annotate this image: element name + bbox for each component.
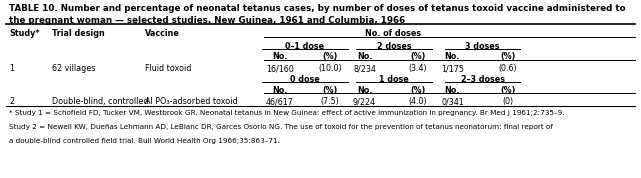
Text: 46/617: 46/617 bbox=[266, 97, 294, 106]
Text: No.: No. bbox=[357, 85, 372, 95]
Text: Fluid toxoid: Fluid toxoid bbox=[145, 64, 191, 73]
Text: Study*: Study* bbox=[9, 29, 40, 38]
Text: 1 dose: 1 dose bbox=[379, 75, 409, 84]
Text: (0.6): (0.6) bbox=[499, 64, 517, 73]
Text: Study 2 = Newell KW, Dueñas Lehmann AD, LeBlanc DR, Garces Osorio NG. The use of: Study 2 = Newell KW, Dueñas Lehmann AD, … bbox=[9, 124, 553, 130]
Text: 9/224: 9/224 bbox=[353, 97, 376, 106]
Text: 2 doses: 2 doses bbox=[377, 41, 412, 51]
Text: 16/160: 16/160 bbox=[266, 64, 294, 73]
Text: No.: No. bbox=[272, 52, 287, 61]
Text: 62 villages: 62 villages bbox=[52, 64, 95, 73]
Text: (3.4): (3.4) bbox=[408, 64, 427, 73]
Text: the pregnant woman — selected studies, New Guinea, 1961 and Columbia, 1966: the pregnant woman — selected studies, N… bbox=[9, 16, 405, 25]
Text: 1/175: 1/175 bbox=[441, 64, 464, 73]
Text: (10.0): (10.0) bbox=[318, 64, 342, 73]
Text: No.: No. bbox=[272, 85, 287, 95]
Text: (0): (0) bbox=[502, 97, 513, 106]
Text: Al PO₃-adsorbed toxoid: Al PO₃-adsorbed toxoid bbox=[145, 97, 237, 106]
Text: 0/341: 0/341 bbox=[441, 97, 464, 106]
Text: (%): (%) bbox=[410, 85, 426, 95]
Text: (%): (%) bbox=[500, 85, 515, 95]
Text: (%): (%) bbox=[500, 52, 515, 61]
Text: a double-blind controlled field trial. Bull World Health Org 1966;35:863–71.: a double-blind controlled field trial. B… bbox=[9, 138, 280, 144]
Text: (%): (%) bbox=[322, 85, 338, 95]
Text: 8/234: 8/234 bbox=[353, 64, 376, 73]
Text: (7.5): (7.5) bbox=[320, 97, 339, 106]
Text: Double-blind, controlled: Double-blind, controlled bbox=[52, 97, 148, 106]
Text: 3 doses: 3 doses bbox=[465, 41, 500, 51]
Text: No. of doses: No. of doses bbox=[365, 29, 420, 38]
Text: (4.0): (4.0) bbox=[408, 97, 427, 106]
Text: No.: No. bbox=[445, 52, 460, 61]
Text: 2–3 doses: 2–3 doses bbox=[461, 75, 504, 84]
Text: * Study 1 = Schofield FD, Tucker VM, Westbrook GR. Neonatal tetanus in New Guine: * Study 1 = Schofield FD, Tucker VM, Wes… bbox=[9, 110, 565, 116]
Text: 0 dose: 0 dose bbox=[290, 75, 320, 84]
Text: No.: No. bbox=[445, 85, 460, 95]
Text: 2: 2 bbox=[9, 97, 14, 106]
Text: Trial design: Trial design bbox=[52, 29, 104, 38]
Text: Vaccine: Vaccine bbox=[145, 29, 179, 38]
Text: (%): (%) bbox=[322, 52, 338, 61]
Text: 0–1 dose: 0–1 dose bbox=[285, 41, 324, 51]
Text: No.: No. bbox=[357, 52, 372, 61]
Text: TABLE 10. Number and percentage of neonatal tetanus cases, by number of doses of: TABLE 10. Number and percentage of neona… bbox=[9, 4, 626, 13]
Text: (%): (%) bbox=[410, 52, 426, 61]
Text: 1: 1 bbox=[9, 64, 14, 73]
